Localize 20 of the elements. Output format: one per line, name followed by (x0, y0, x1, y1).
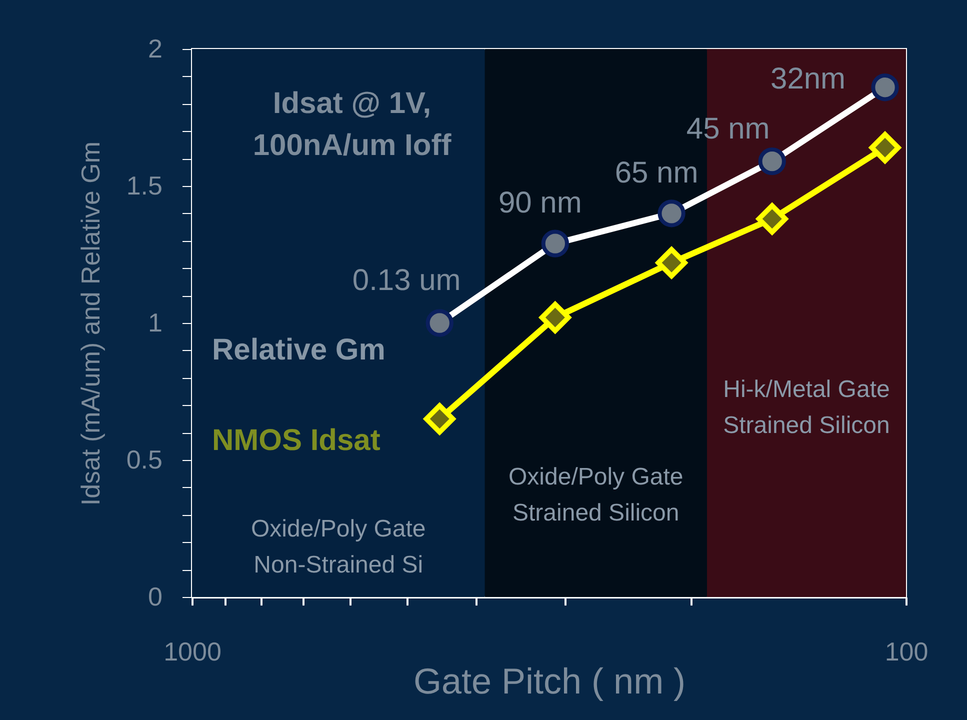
annotation: 0.13 um (352, 264, 461, 297)
band-label: Hi-k/Metal Gate Strained Silicon (723, 376, 890, 439)
x-axis-title: Gate Pitch ( nm ) (413, 660, 686, 702)
band-label: Oxide/Poly Gate Strained Silicon (508, 463, 684, 526)
annotation: Idsat @ 1V, 100nA/um Ioff (252, 87, 452, 162)
x-tick-label: 100 (884, 636, 928, 666)
annotation: 32nm (770, 62, 846, 96)
x-tick-label: 1000 (164, 636, 222, 666)
band-label: Oxide/Poly Gate Non-Strained Si (251, 516, 426, 579)
y-tick-label: 1.5 (126, 170, 162, 200)
y-tick-label: 1 (148, 308, 162, 338)
y-tick-label: 2 (148, 34, 162, 64)
series-label: NMOS Idsat (212, 424, 380, 457)
series-label: Relative Gm (212, 333, 386, 366)
y-tick-label: 0.5 (126, 444, 162, 474)
y-tick-label: 0 (148, 582, 162, 612)
annotation: 65 nm (614, 156, 698, 190)
annotation: 90 nm (498, 186, 582, 220)
y-axis-title: Idsat (mA/um) and Relative Gm (75, 141, 106, 506)
annotation: 45 nm (686, 112, 770, 146)
